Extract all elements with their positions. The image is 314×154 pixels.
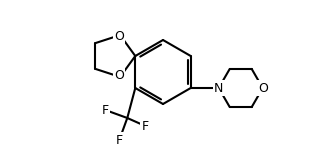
Text: O: O — [114, 30, 124, 43]
Text: F: F — [102, 103, 109, 116]
Text: N: N — [214, 81, 223, 95]
Text: O: O — [114, 69, 124, 82]
Text: O: O — [258, 81, 268, 95]
Text: F: F — [142, 120, 149, 132]
Text: F: F — [116, 134, 123, 146]
